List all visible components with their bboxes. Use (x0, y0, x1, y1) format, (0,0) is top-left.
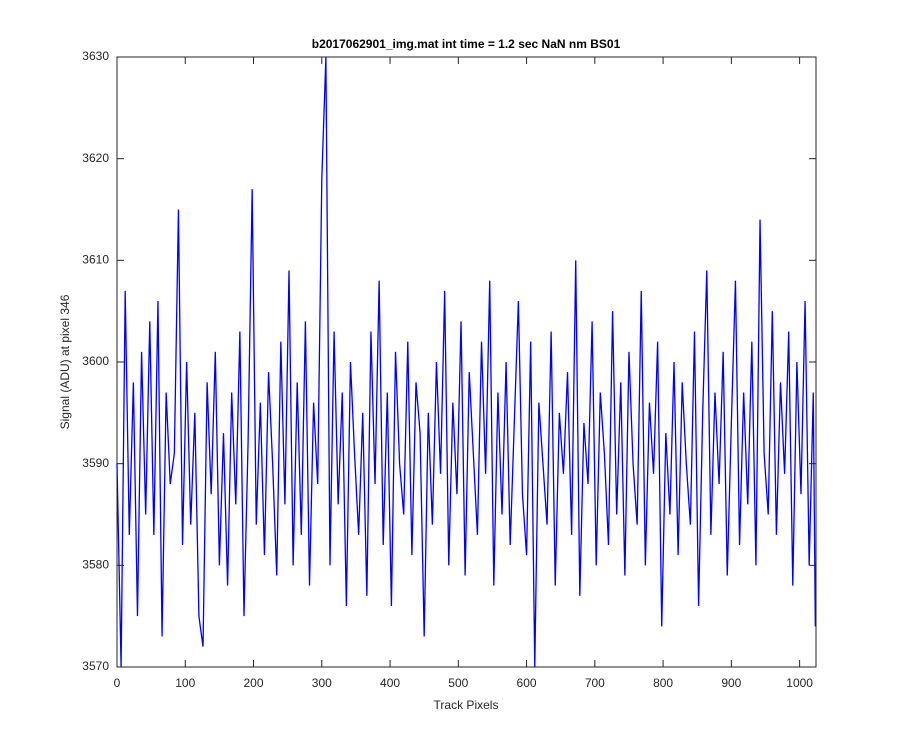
x-axis-label: Track Pixels (434, 698, 499, 712)
y-axis-label: Signal (ADU) at pixel 346 (58, 294, 72, 429)
y-tick-label: 3620 (82, 151, 109, 165)
chart-title: b2017062901_img.mat int time = 1.2 sec N… (312, 37, 621, 51)
x-tick-label: 100 (175, 676, 195, 690)
plot-frame (116, 56, 817, 668)
x-tick-label: 800 (653, 676, 673, 690)
x-tick-label: 400 (380, 676, 400, 690)
x-tick-label: 600 (517, 676, 537, 690)
x-tick-label: 900 (721, 676, 741, 690)
x-tick-label: 200 (244, 676, 264, 690)
x-tick-label: 1000 (786, 676, 813, 690)
data-line (116, 56, 816, 668)
x-tick-label: 0 (114, 676, 121, 690)
y-tick-label: 3590 (82, 456, 109, 470)
y-tick-label: 3570 (82, 659, 109, 673)
x-tick-label: 300 (312, 676, 332, 690)
y-tick-label: 3630 (82, 49, 109, 63)
x-tick-label: 500 (448, 676, 468, 690)
y-tick-label: 3600 (82, 354, 109, 368)
y-tick-label: 3580 (82, 558, 109, 572)
x-tick-label: 700 (585, 676, 605, 690)
y-tick-label: 3610 (82, 253, 109, 267)
